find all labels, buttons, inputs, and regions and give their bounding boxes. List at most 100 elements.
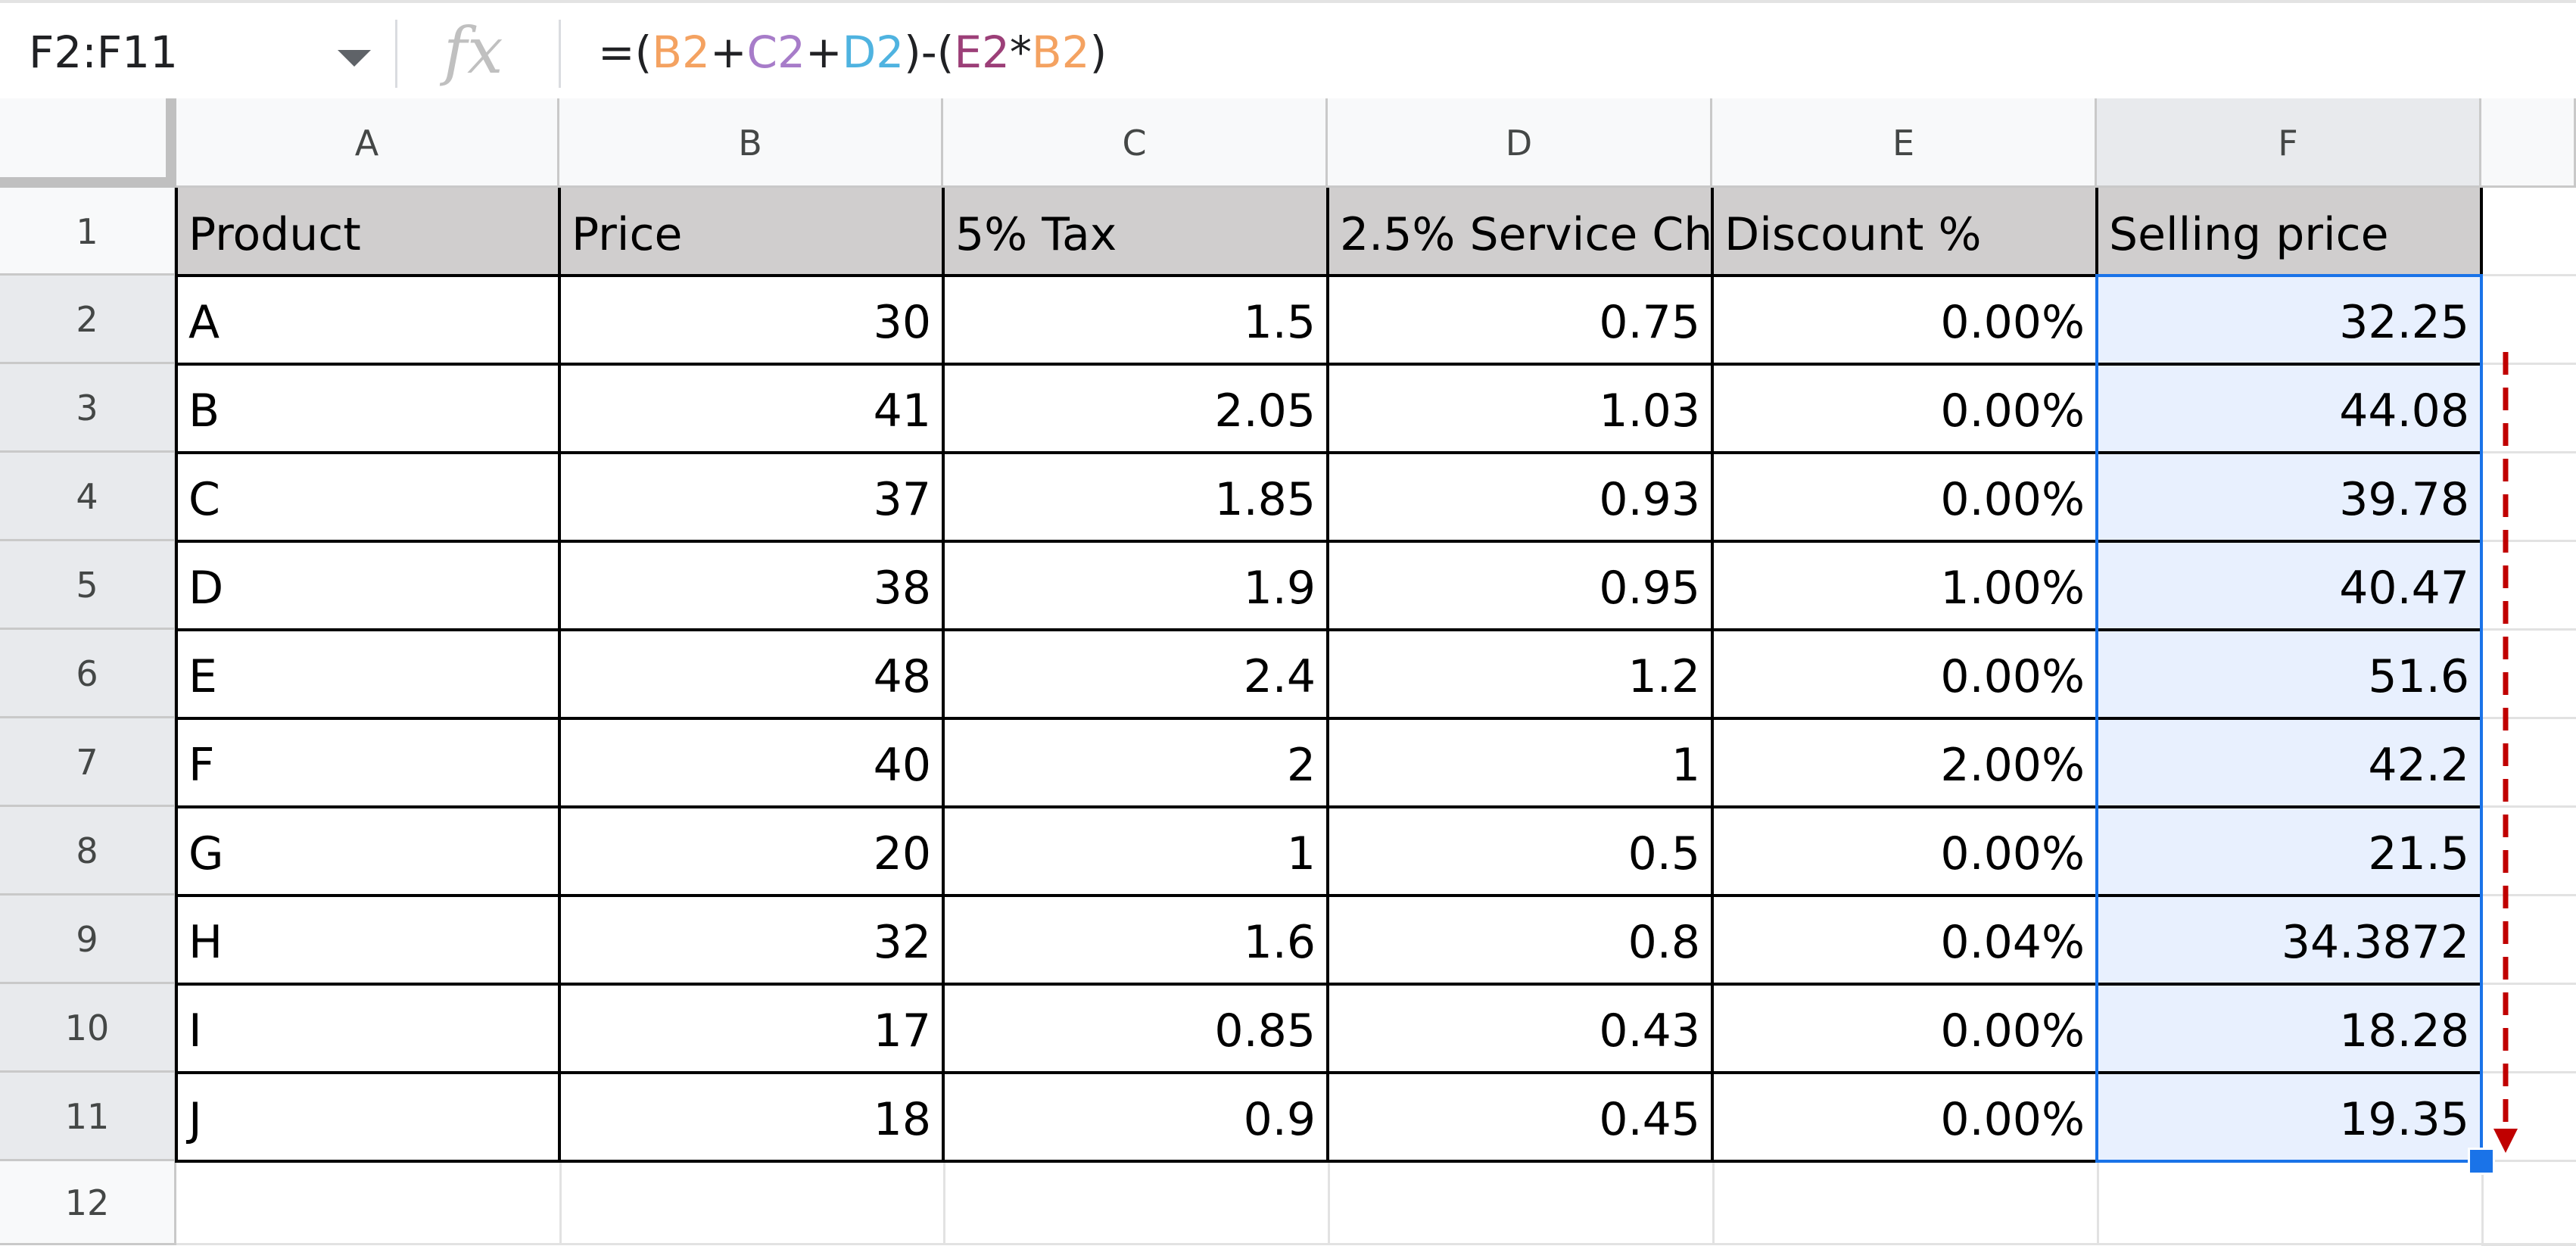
column-header-f[interactable]: F xyxy=(2097,98,2481,188)
table-cell[interactable]: 1.5 xyxy=(1243,296,1316,349)
table-cell[interactable]: 34.3872 xyxy=(2097,896,2481,984)
header-cell[interactable]: 5% Tax xyxy=(943,188,1328,276)
table-cell[interactable]: 0.00% xyxy=(1940,385,2085,438)
table-cell[interactable]: 1.6 xyxy=(1243,916,1316,969)
row-header[interactable]: 10 xyxy=(0,984,176,1073)
table-cell[interactable]: 0.00% xyxy=(1940,473,2085,526)
row-header[interactable]: 6 xyxy=(0,630,176,718)
table-cell[interactable]: 2.05 xyxy=(1214,385,1316,438)
header-cell[interactable]: Discount % xyxy=(1712,188,2097,276)
table-cell[interactable]: I xyxy=(188,1005,202,1058)
table-cell[interactable]: H xyxy=(188,916,223,969)
table-cell[interactable]: 0.04% xyxy=(1940,916,2085,969)
table-cell[interactable]: 2 xyxy=(1286,739,1316,792)
header-cell[interactable]: 2.5% Service Charge xyxy=(1328,188,1712,276)
column-header-b[interactable]: B xyxy=(559,98,943,188)
table-cell[interactable]: 0.00% xyxy=(1940,650,2085,703)
table-cell[interactable]: 32.25 xyxy=(2097,276,2481,364)
table-cell[interactable]: B xyxy=(188,385,220,438)
table-cell[interactable]: 41 xyxy=(873,385,931,438)
table-cell[interactable]: 21.5 xyxy=(2097,807,2481,896)
table-cell[interactable]: 1 xyxy=(1286,827,1316,880)
table-cell[interactable]: 0.00% xyxy=(1940,1005,2085,1058)
table-cell[interactable]: 48 xyxy=(873,650,931,703)
table-cell[interactable]: 20 xyxy=(873,827,931,880)
header-cell[interactable]: Product xyxy=(176,188,559,276)
table-cell[interactable]: 17 xyxy=(873,1005,931,1058)
table-cell[interactable]: 0.93 xyxy=(1599,473,1700,526)
table-cell[interactable]: 0.95 xyxy=(1599,562,1700,615)
row-header[interactable]: 12 xyxy=(0,1161,176,1245)
table-cell[interactable]: 0.8 xyxy=(1628,916,1700,969)
formula-bar-divider xyxy=(395,20,397,88)
table-cell[interactable]: F xyxy=(188,739,215,792)
table-cell[interactable]: 1.85 xyxy=(1214,473,1316,526)
table-cell[interactable]: A xyxy=(188,296,220,349)
table-cell[interactable]: 2.00% xyxy=(1940,739,2085,792)
table-cell[interactable]: 42.2 xyxy=(2097,718,2481,807)
table-cell[interactable]: 2.4 xyxy=(1243,650,1316,703)
table-cell[interactable]: E xyxy=(188,650,217,703)
row-header[interactable]: 4 xyxy=(0,453,176,541)
table-cell[interactable]: 1.2 xyxy=(1628,650,1700,703)
table-cell[interactable]: 44.08 xyxy=(2097,364,2481,453)
gridline xyxy=(2481,805,2576,808)
table-cell[interactable]: 0.5 xyxy=(1628,827,1700,880)
table-cell[interactable]: 0.43 xyxy=(1599,1005,1700,1058)
table-cell[interactable]: 1.03 xyxy=(1599,385,1700,438)
row-header[interactable]: 8 xyxy=(0,807,176,896)
fill-down-arrow-icon xyxy=(2493,352,2518,1153)
table-cell[interactable]: J xyxy=(188,1093,202,1146)
column-header-e[interactable]: E xyxy=(1712,98,2097,188)
name-box-value[interactable]: F2:F11 xyxy=(29,26,178,78)
row-header[interactable]: 5 xyxy=(0,541,176,630)
table-cell[interactable]: C xyxy=(188,473,220,526)
column-header-overflow[interactable] xyxy=(2481,98,2576,188)
table-cell[interactable]: 37 xyxy=(873,473,931,526)
table-cell[interactable]: 40 xyxy=(873,739,931,792)
row-header[interactable]: 1 xyxy=(0,188,176,276)
table-cell[interactable]: 39.78 xyxy=(2097,453,2481,541)
row-header[interactable]: 3 xyxy=(0,364,176,453)
table-cell[interactable]: 30 xyxy=(873,296,931,349)
table-cell[interactable]: 32 xyxy=(873,916,931,969)
row-header[interactable]: 9 xyxy=(0,896,176,984)
header-cell[interactable]: Price xyxy=(559,188,943,276)
table-cell[interactable]: 0.9 xyxy=(1243,1093,1316,1146)
table-cell[interactable]: 0.45 xyxy=(1599,1093,1700,1146)
table-cell[interactable]: 0.00% xyxy=(1940,827,2085,880)
chevron-down-icon[interactable] xyxy=(338,50,371,67)
formula-token: B2 xyxy=(1031,26,1090,78)
row-header[interactable]: 2 xyxy=(0,276,176,364)
table-cell[interactable]: 1.9 xyxy=(1243,562,1316,615)
table-cell[interactable]: 38 xyxy=(873,562,931,615)
row-header[interactable]: 11 xyxy=(0,1073,176,1161)
table-cell[interactable]: 0.00% xyxy=(1940,1093,2085,1146)
table-border xyxy=(176,1160,2483,1163)
header-cell[interactable]: Selling price xyxy=(2097,188,2481,276)
table-cell[interactable]: 1 xyxy=(1671,739,1700,792)
table-cell[interactable]: 0.00% xyxy=(1940,296,2085,349)
table-cell[interactable]: 51.6 xyxy=(2097,630,2481,718)
select-all-corner[interactable] xyxy=(0,98,176,188)
table-cell[interactable]: 18 xyxy=(873,1093,931,1146)
formula-input[interactable]: =(B2+C2+D2)-(E2*B2) xyxy=(598,26,1107,86)
column-header-a[interactable]: A xyxy=(176,98,559,188)
column-header-c[interactable]: C xyxy=(943,98,1328,188)
table-cell[interactable]: 40.47 xyxy=(2097,541,2481,630)
table-cell[interactable]: D xyxy=(188,562,224,615)
column-header-d[interactable]: D xyxy=(1328,98,1712,188)
table-cell[interactable]: 18.28 xyxy=(2097,984,2481,1073)
table-cell[interactable]: 0.75 xyxy=(1599,296,1700,349)
table-cell[interactable]: 0.85 xyxy=(1214,1005,1316,1058)
row-header[interactable]: 7 xyxy=(0,718,176,807)
table-cell[interactable]: G xyxy=(188,827,224,880)
name-box[interactable]: F2:F11 xyxy=(0,3,397,104)
table-border xyxy=(175,188,178,1163)
table-border xyxy=(176,1071,2483,1074)
gridline xyxy=(2481,894,2576,896)
table-cell[interactable]: 19.35 xyxy=(2097,1073,2481,1161)
table-cell[interactable]: 1.00% xyxy=(1940,562,2085,615)
fill-handle[interactable] xyxy=(2468,1148,2495,1175)
table-border xyxy=(1711,188,1714,1163)
